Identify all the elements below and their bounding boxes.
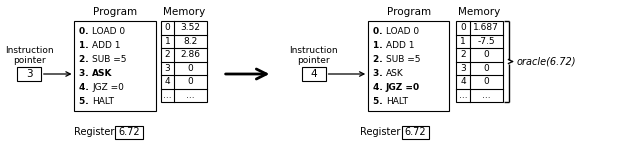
Text: 0: 0: [483, 64, 489, 73]
Text: JGZ =0: JGZ =0: [92, 82, 124, 91]
Text: 2: 2: [460, 50, 466, 59]
Bar: [402, 126, 429, 139]
Text: 8.2: 8.2: [184, 37, 198, 46]
Text: HALT: HALT: [92, 96, 115, 106]
Text: 0: 0: [188, 64, 193, 73]
Text: 4.: 4.: [373, 82, 386, 91]
Bar: [368, 21, 449, 111]
Text: 3.: 3.: [79, 69, 92, 78]
Text: 1: 1: [460, 37, 466, 46]
Text: ADD 1: ADD 1: [386, 41, 415, 49]
Text: 4: 4: [460, 77, 466, 86]
Text: ...: ...: [186, 91, 195, 100]
Text: Register: Register: [360, 127, 401, 137]
Text: Program: Program: [387, 7, 431, 17]
Text: Memory: Memory: [163, 7, 205, 17]
Text: ...: ...: [482, 91, 491, 100]
Text: ADD 1: ADD 1: [92, 41, 121, 49]
Text: ...: ...: [459, 91, 467, 100]
Text: 0: 0: [188, 77, 193, 86]
Text: 3: 3: [164, 64, 170, 73]
Text: Instruction
pointer: Instruction pointer: [4, 46, 53, 65]
Text: 1.687: 1.687: [474, 23, 499, 32]
Text: 2: 2: [164, 50, 170, 59]
Text: 0: 0: [164, 23, 170, 32]
Text: 6.72: 6.72: [404, 127, 426, 137]
Bar: [74, 21, 156, 111]
Bar: [17, 67, 41, 81]
Text: 2.86: 2.86: [180, 50, 201, 59]
Bar: [161, 21, 207, 102]
Text: 4.: 4.: [79, 82, 92, 91]
Text: 4: 4: [164, 77, 170, 86]
Text: Memory: Memory: [458, 7, 500, 17]
Text: 0: 0: [483, 77, 489, 86]
Text: 1.: 1.: [79, 41, 92, 49]
Text: Instruction
pointer: Instruction pointer: [289, 46, 338, 65]
Text: ...: ...: [163, 91, 172, 100]
Text: -7.5: -7.5: [477, 37, 495, 46]
Text: oracle(6.72): oracle(6.72): [516, 57, 576, 66]
Text: 0.: 0.: [373, 26, 386, 36]
Text: SUB =5: SUB =5: [386, 54, 420, 63]
Bar: [456, 21, 502, 102]
Text: 5.: 5.: [79, 96, 92, 106]
Text: 0: 0: [460, 23, 466, 32]
Text: 1: 1: [164, 37, 170, 46]
Text: SUB =5: SUB =5: [92, 54, 127, 63]
Text: 3.52: 3.52: [180, 23, 201, 32]
Text: 1.: 1.: [373, 41, 386, 49]
Text: LOAD 0: LOAD 0: [92, 26, 125, 36]
Text: 0.: 0.: [79, 26, 92, 36]
Text: Program: Program: [93, 7, 137, 17]
Text: LOAD 0: LOAD 0: [386, 26, 419, 36]
Text: JGZ =0: JGZ =0: [386, 82, 420, 91]
Text: 0: 0: [483, 50, 489, 59]
Text: 3: 3: [26, 69, 33, 79]
Text: Register: Register: [74, 127, 114, 137]
Text: ASK: ASK: [92, 69, 113, 78]
Text: 3: 3: [460, 64, 466, 73]
Text: 5.: 5.: [373, 96, 386, 106]
Bar: [115, 126, 143, 139]
Text: ASK: ASK: [386, 69, 404, 78]
Text: HALT: HALT: [386, 96, 408, 106]
Text: 4: 4: [310, 69, 317, 79]
Text: 6.72: 6.72: [118, 127, 140, 137]
Text: 2.: 2.: [79, 54, 92, 63]
Bar: [302, 67, 326, 81]
Text: 2.: 2.: [373, 54, 386, 63]
Text: 3.: 3.: [373, 69, 386, 78]
